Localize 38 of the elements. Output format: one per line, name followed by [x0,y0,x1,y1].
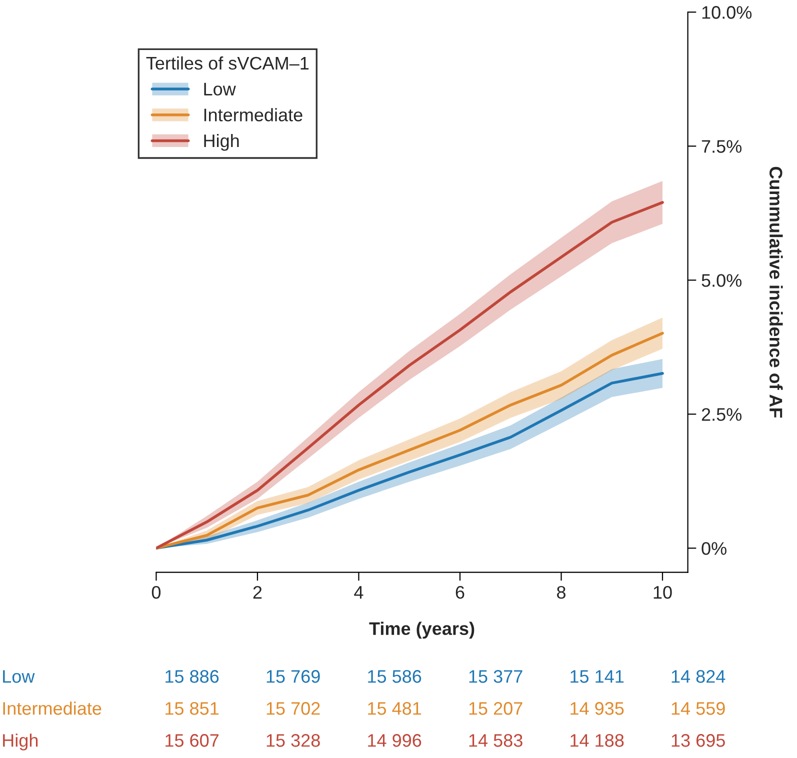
x-tick-label: 10 [654,586,672,599]
legend-label: Intermediate [204,108,302,122]
text: 15 481 [368,702,422,715]
text: 15 769 [266,670,320,683]
text: Intermediate [3,702,102,715]
text: 14 583 [469,734,522,747]
text: 14 935 [570,702,624,715]
text: High [3,734,38,750]
y-tick-label: 5.0% [702,274,742,287]
text: 15 851 [166,702,219,715]
legend-title: Tertiles of sVCAM–1 [146,56,309,70]
x-tick-label: 4 [354,586,364,599]
text: 15 702 [266,702,320,715]
y-tick-label: 2.5% [702,408,742,421]
text: 14 559 [672,702,725,715]
text: 15 328 [266,734,320,747]
text: 15 586 [368,670,422,683]
y-tick-label: 0% [702,542,726,555]
x-tick-label: 2 [253,586,262,599]
text: 15 141 [570,670,624,683]
text: Low [3,670,35,683]
text: 15 377 [469,670,522,683]
text: 15 207 [469,702,522,715]
x-tick-label: 0 [152,586,161,599]
y-tick-label: 10.0% [702,6,752,19]
text: 15 607 [166,734,218,747]
x-tick-label: 6 [456,586,464,599]
y-axis-title: Cummulative incidence of AF [769,166,783,418]
text: 14 188 [570,734,624,747]
x-axis-title: Time (years) [369,622,474,639]
text: 13 695 [672,734,725,747]
legend-label: High [204,134,239,151]
x-tick-label: 8 [557,586,566,599]
text: 14 824 [672,670,726,683]
legend-label: Low [204,82,236,96]
y-tick-label: 7.5% [702,140,742,153]
text: 15 886 [166,670,219,683]
text: 14 996 [368,734,422,747]
